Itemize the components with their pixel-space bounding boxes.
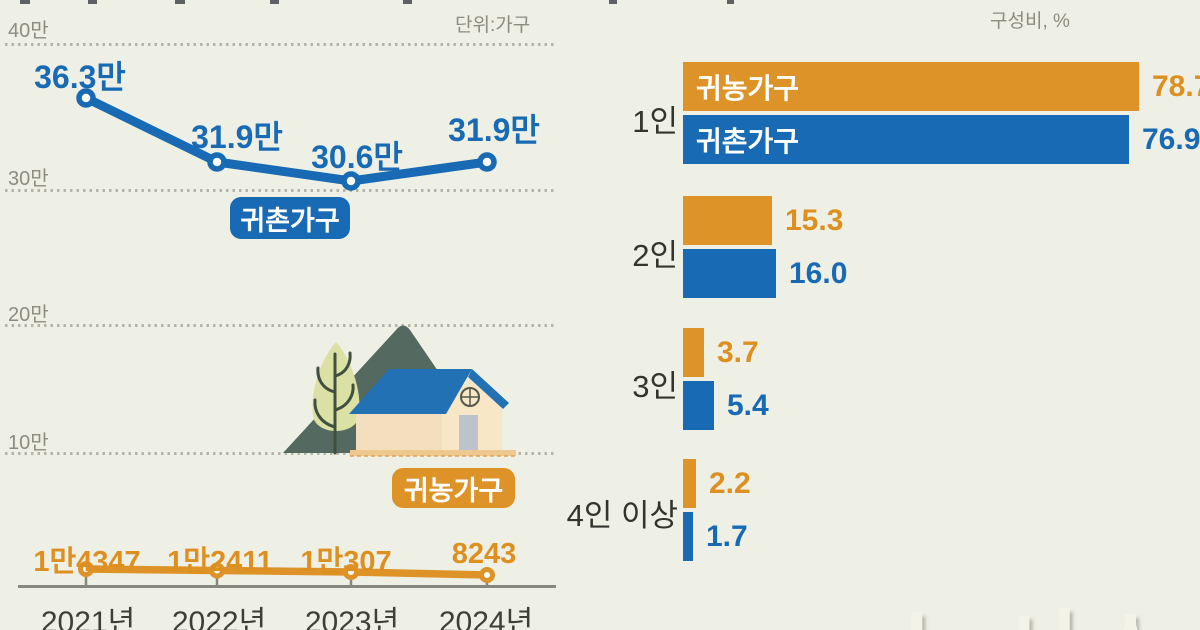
bar-value-4in-gwinong: 2.2 xyxy=(709,466,751,500)
bar-row-2in-gwichon: 16.0 xyxy=(683,249,847,298)
gwichon-line xyxy=(81,93,492,186)
bar-4in-gwichon xyxy=(683,512,693,561)
bar-value-2in-gwichon: 16.0 xyxy=(789,256,848,290)
bar-value-1in-gwinong: 78.7 xyxy=(1152,69,1200,103)
y-tick-20man: 20만 xyxy=(8,304,49,326)
category-label-4in-isang: 4인 이상 xyxy=(566,498,678,533)
x-axis-line xyxy=(18,585,556,588)
category-label-3in: 3인 xyxy=(632,369,678,404)
gwichon-value-2024: 31.9만 xyxy=(448,112,540,148)
gwinong-value-2024: 8243 xyxy=(451,538,517,570)
bar-value-1in-gwichon: 76.9 xyxy=(1142,122,1200,156)
category-label-2in: 2인 xyxy=(632,238,678,273)
year-label-2021: 2021년 xyxy=(40,606,136,630)
newsis-watermark: 뉴시스 xyxy=(898,578,1181,630)
y-tick-10man: 10만 xyxy=(8,432,49,454)
bar-1in-gwinong: 귀농가구 xyxy=(683,62,1139,111)
bar-4in-gwinong xyxy=(683,459,696,508)
gridline-40man xyxy=(5,43,557,46)
bar-row-3in-gwinong: 3.7 xyxy=(683,328,759,377)
series-label-gwichon: 귀촌가구 xyxy=(696,125,800,157)
bar-3in-gwinong xyxy=(683,328,704,377)
unit-label-right: 구성비, % xyxy=(990,11,1070,32)
house-door xyxy=(459,415,478,453)
gwichon-legend-badge: 귀촌가구 xyxy=(230,197,350,239)
bar-value-3in-gwinong: 3.7 xyxy=(717,335,759,369)
gwinong-value-2022: 1만2411 xyxy=(167,546,273,578)
bar-row-4in-gwinong: 2.2 xyxy=(683,459,751,508)
cropped-text-remnant xyxy=(270,0,279,4)
cropped-text-remnant xyxy=(175,0,185,4)
tree-trunk xyxy=(313,351,355,455)
series-label-gwinong: 귀농가구 xyxy=(696,72,800,104)
bar-row-1in-gwichon: 귀촌가구 76.9 xyxy=(683,115,1200,164)
gwinong-legend-badge: 귀농가구 xyxy=(392,468,515,508)
cropped-text-remnant xyxy=(403,0,412,4)
year-label-2024: 2024년 xyxy=(438,606,534,630)
house-illustration xyxy=(283,325,516,457)
bar-1in-gwichon: 귀촌가구 xyxy=(683,115,1129,164)
bar-3in-gwichon xyxy=(683,381,714,430)
gwinong-value-2023: 1만307 xyxy=(300,546,392,578)
gridline-10man xyxy=(5,452,557,455)
bar-value-4in-gwichon: 1.7 xyxy=(706,519,748,553)
house-foundation xyxy=(350,450,516,456)
gridline-20man xyxy=(5,324,557,327)
house-roof-right-edge xyxy=(468,369,509,409)
gwichon-value-2021: 36.3만 xyxy=(34,59,126,95)
y-tick-30man: 30만 xyxy=(8,168,49,190)
bar-2in-gwichon xyxy=(683,249,776,298)
bar-value-2in-gwinong: 15.3 xyxy=(785,203,844,237)
cropped-text-remnant xyxy=(88,0,97,4)
bar-2in-gwinong xyxy=(683,196,772,245)
house-roof-left xyxy=(349,369,472,414)
gwinong-markers xyxy=(78,561,495,583)
category-label-1in: 1인 xyxy=(632,104,678,139)
house-side-wall xyxy=(356,410,442,453)
year-label-2023: 2023년 xyxy=(304,606,400,630)
gwichon-value-2022: 31.9만 xyxy=(191,119,283,155)
gwichon-markers xyxy=(76,88,497,191)
bar-row-3in-gwichon: 5.4 xyxy=(683,381,769,430)
year-label-2022: 2022년 xyxy=(171,606,267,630)
gridline-30man xyxy=(5,189,557,192)
gwinong-line xyxy=(82,565,491,579)
unit-label-left: 단위:가구 xyxy=(455,15,531,36)
gwinong-value-2021: 1만4347 xyxy=(33,546,141,578)
bar-row-1in-gwinong: 귀농가구 78.7 xyxy=(683,62,1200,111)
cropped-text-remnant xyxy=(727,0,734,4)
bar-row-2in-gwinong: 15.3 xyxy=(683,196,843,245)
window-cross xyxy=(461,388,479,406)
gwichon-value-2023: 30.6만 xyxy=(311,139,403,175)
y-tick-40man: 40만 xyxy=(8,20,49,42)
bar-row-4in-gwichon: 1.7 xyxy=(683,512,748,561)
cropped-text-remnant xyxy=(609,0,617,4)
bar-value-3in-gwichon: 5.4 xyxy=(727,388,769,422)
cropped-text-remnant xyxy=(20,0,30,4)
